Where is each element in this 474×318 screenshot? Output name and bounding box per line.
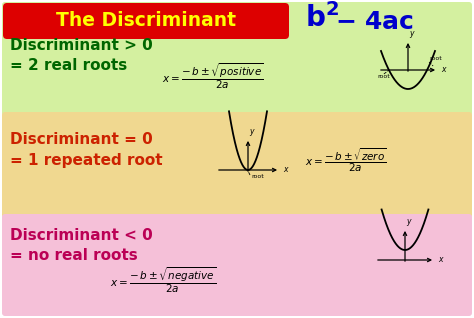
FancyBboxPatch shape: [2, 112, 472, 218]
FancyBboxPatch shape: [2, 2, 472, 116]
Text: x: x: [283, 165, 288, 175]
Text: The Discriminant: The Discriminant: [56, 11, 236, 31]
FancyBboxPatch shape: [3, 3, 289, 39]
Text: y: y: [249, 127, 254, 136]
Text: root: root: [377, 74, 390, 79]
Text: x: x: [438, 255, 443, 265]
Text: = no real roots: = no real roots: [10, 247, 138, 262]
Text: root: root: [251, 174, 264, 179]
Text: $\mathbf{-\ 4ac}$: $\mathbf{-\ 4ac}$: [335, 10, 413, 34]
Text: Discriminant > 0: Discriminant > 0: [10, 38, 153, 53]
Text: $\mathbf{b}^{\mathbf{2}}$: $\mathbf{b}^{\mathbf{2}}$: [305, 3, 339, 33]
Text: root: root: [429, 56, 442, 61]
Text: x: x: [441, 66, 446, 74]
Text: = 1 repeated root: = 1 repeated root: [10, 153, 163, 168]
Text: Discriminant < 0: Discriminant < 0: [10, 227, 153, 243]
Text: Discriminant = 0: Discriminant = 0: [10, 133, 153, 148]
Text: $x = \dfrac{-\,b \pm \sqrt{\mathit{positive}}}{2a}$: $x = \dfrac{-\,b \pm \sqrt{\mathit{posit…: [162, 61, 264, 91]
Text: = 2 real roots: = 2 real roots: [10, 59, 127, 73]
Text: $x = \dfrac{-\,b \pm \sqrt{\mathit{zero}}}{2a}$: $x = \dfrac{-\,b \pm \sqrt{\mathit{zero}…: [305, 146, 387, 174]
FancyBboxPatch shape: [2, 214, 472, 316]
Text: $x = \dfrac{-\,b \pm \sqrt{\mathit{negative}}}{2a}$: $x = \dfrac{-\,b \pm \sqrt{\mathit{negat…: [110, 265, 217, 295]
Text: y: y: [409, 29, 413, 38]
Text: y: y: [406, 217, 410, 226]
